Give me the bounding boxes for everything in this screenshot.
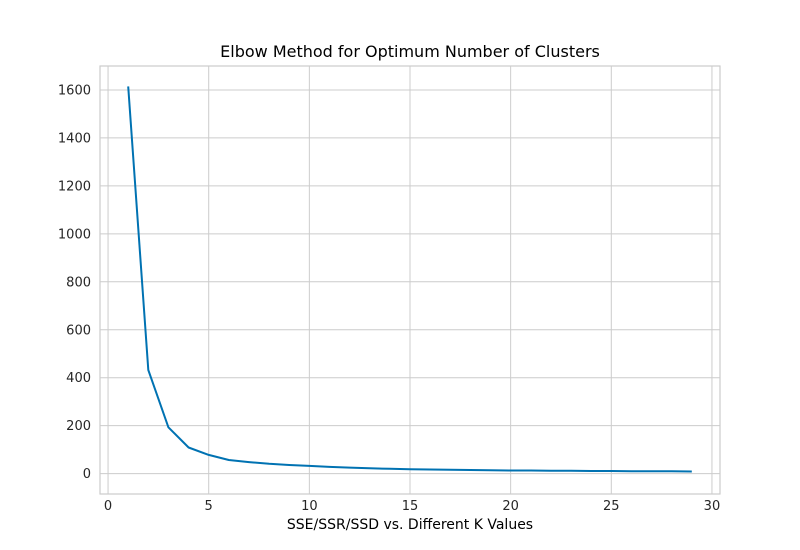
y-tick-label: 600	[66, 323, 91, 338]
x-tick-label: 25	[603, 499, 620, 514]
x-tick-label: 5	[205, 499, 213, 514]
y-tick-label: 0	[83, 467, 91, 482]
series-line	[127, 86, 692, 473]
x-tick-label: 15	[402, 499, 419, 514]
y-tick-label: 1600	[58, 83, 91, 98]
y-tick-label: 1000	[58, 227, 91, 242]
x-axis-label: SSE/SSR/SSD vs. Different K Values	[287, 517, 533, 533]
tick-labels: 0 5 10 15 20 25 30 0 200 400 600 800 1000 1200 1400 160…	[58, 83, 720, 514]
x-tick-label: 30	[704, 499, 721, 514]
y-tick-label: 200	[66, 419, 91, 434]
x-tick-label: 0	[104, 499, 112, 514]
y-tick-label: 800	[66, 275, 91, 290]
series-layer	[127, 86, 692, 473]
x-tick-label: 10	[301, 499, 318, 514]
y-tick-label: 400	[66, 371, 91, 386]
plot-frame	[99, 65, 721, 495]
x-tick-label: 20	[502, 499, 519, 514]
chart-title: Elbow Method for Optimum Number of Clust…	[220, 42, 600, 61]
grid-lines	[100, 66, 720, 494]
y-tick-label: 1400	[58, 131, 91, 146]
y-tick-label: 1200	[58, 179, 91, 194]
